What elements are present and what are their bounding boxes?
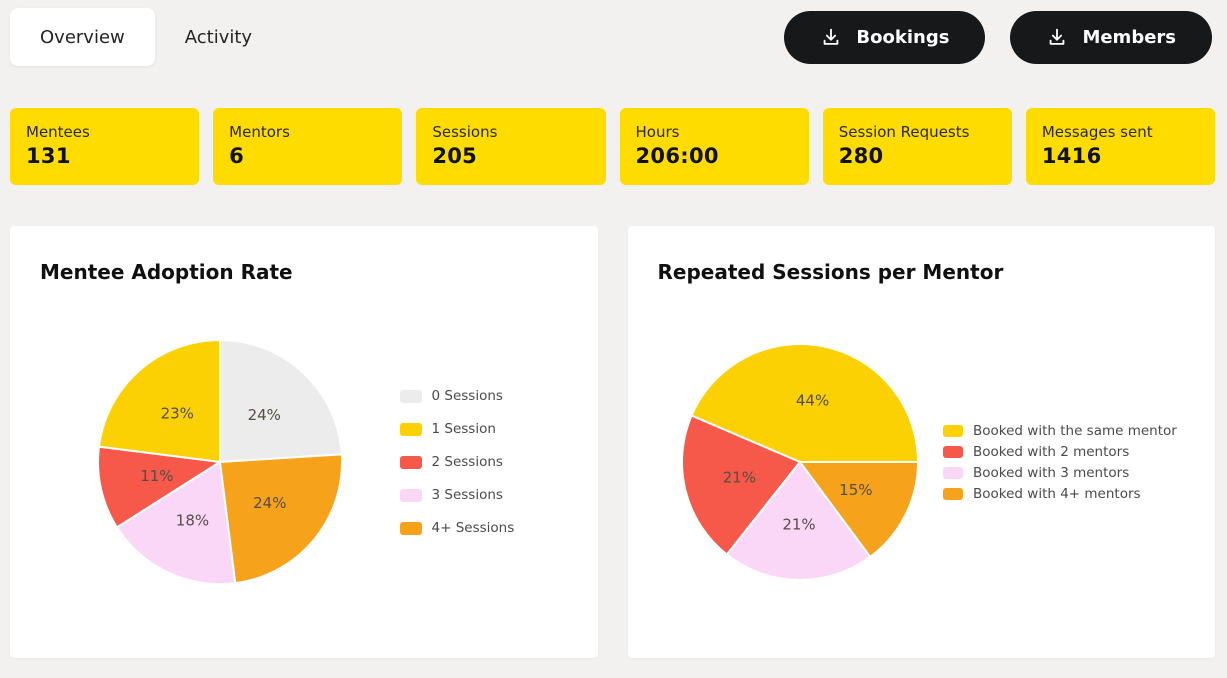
stat-card-messages-sent: Messages sent 1416 [1025,108,1216,185]
download-icon [1046,26,1068,48]
pie-slice[interactable] [681,414,802,556]
pie-slice[interactable] [218,453,343,585]
pie-slice[interactable] [218,339,343,463]
legend-swatch [399,389,422,403]
legend-item-0-sessions[interactable]: 0 Sessions [399,388,568,404]
stat-label: Messages sent [1041,123,1153,141]
stat-label: Hours [635,123,680,141]
legend-item-same-mentor[interactable]: Booked with the same mentor [943,423,1185,439]
pie-percentage-label: 24% [253,494,286,512]
stats-row: Mentees 131 Mentors 6 Sessions 205 Hours… [10,108,1216,185]
legend-item-3-mentors[interactable]: Booked with 3 mentors [943,465,1185,481]
legend-label: Booked with 3 mentors [973,464,1130,481]
chart-legend: 0 Sessions 1 Session 2 Sessions 3 Sessio… [399,388,568,536]
legend-label: Booked with the same mentor [973,422,1177,439]
pie-chart-mentee-adoption: 24% 23% 11% 18% 24% [40,338,400,586]
legend-item-4plus-sessions[interactable]: 4+ Sessions [399,520,568,536]
stat-card-mentees: Mentees 131 [10,108,200,185]
stat-card-mentors: Mentors 6 [213,108,403,185]
legend-swatch [399,455,422,469]
stat-label: Sessions [432,123,498,141]
pie-slice[interactable] [726,461,872,581]
stat-card-sessions: Sessions 205 [416,108,606,185]
tab-overview-label: Overview [40,26,125,48]
stat-card-session-requests: Session Requests 280 [822,108,1012,185]
members-download-button[interactable]: Members [1010,10,1212,64]
stat-value: 6 [229,144,245,168]
pie-percentage-label: 18% [176,512,209,530]
legend-swatch [399,521,422,535]
pie-slice[interactable] [690,343,920,463]
stat-value: 280 [838,144,884,168]
tab-overview[interactable]: Overview [10,8,155,66]
bookings-download-button[interactable]: Bookings [784,10,986,64]
pie-chart-repeated-sessions: 44% 21% 21% 15% [658,342,944,582]
pie-slice[interactable] [115,461,237,585]
legend-item-2-sessions[interactable]: 2 Sessions [399,454,568,470]
pie-percentage-label: 21% [783,516,816,534]
legend-label: 4+ Sessions [431,520,515,536]
pie-percentage-label: 21% [723,468,756,486]
pie-percentage-label: 44% [796,392,829,410]
pie-slice[interactable] [96,445,221,529]
legend-swatch [943,424,963,437]
stat-card-hours: Hours 206:00 [619,108,809,185]
legend-swatch [399,422,422,436]
legend-item-4plus-mentors[interactable]: Booked with 4+ mentors [943,486,1185,502]
stat-label: Session Requests [838,123,970,141]
download-icon [820,26,842,48]
pie-svg: 44% 21% 21% 15% [681,343,920,581]
stat-value: 1416 [1041,144,1102,168]
stat-value: 131 [26,144,71,168]
legend-swatch [943,445,963,458]
legend-swatch [943,487,963,500]
pie-percentage-label: 15% [839,481,872,499]
tab-activity-label: Activity [184,26,253,48]
legend-label: 1 Session [431,421,496,437]
pie-slice[interactable] [97,339,221,463]
chart-legend: Booked with the same mentor Booked with … [943,423,1185,502]
pie-percentage-label: 24% [247,406,280,424]
legend-swatch [943,466,963,479]
bookings-button-label: Bookings [856,26,950,48]
legend-label: 0 Sessions [431,388,503,404]
tab-activity[interactable]: Activity [155,8,282,66]
chart-card-mentee-adoption-rate: Mentee Adoption Rate 24% 23% 11% 18% 24% 0 S… [10,226,598,658]
legend-item-2-mentors[interactable]: Booked with 2 mentors [943,444,1185,460]
legend-item-1-session[interactable]: 1 Session [399,421,568,437]
export-actions: Bookings Members [784,8,1212,66]
pie-slice[interactable] [799,461,920,558]
pie-percentage-label: 23% [160,404,193,422]
stat-label: Mentors [229,123,290,141]
legend-label: 3 Sessions [431,487,503,503]
legend-label: Booked with 2 mentors [973,443,1130,460]
members-button-label: Members [1082,26,1176,48]
top-bar: Overview Activity Bookings Members [10,8,1212,66]
pie-svg: 24% 23% 11% 18% 24% [96,339,343,585]
chart-title: Mentee Adoption Rate [40,260,293,284]
legend-label: 2 Sessions [431,454,503,470]
chart-title: Repeated Sessions per Mentor [657,260,1004,284]
chart-card-repeated-sessions-per-mentor: Repeated Sessions per Mentor 44% 21% 21% 15… [627,226,1215,658]
legend-label: Booked with 4+ mentors [973,485,1141,502]
chart-body: 24% 23% 11% 18% 24% 0 Sessions 1 Session 2 S… [40,292,568,632]
pie-percentage-label: 11% [140,467,173,485]
stat-value: 205 [432,144,478,168]
legend-item-3-sessions[interactable]: 3 Sessions [399,487,568,503]
stat-value: 206:00 [635,144,719,168]
legend-swatch [399,488,422,502]
stat-label: Mentees [26,123,90,141]
charts-row: Mentee Adoption Rate 24% 23% 11% 18% 24% 0 S… [10,226,1215,658]
chart-body: 44% 21% 21% 15% Booked with the same mentor… [658,292,1186,632]
